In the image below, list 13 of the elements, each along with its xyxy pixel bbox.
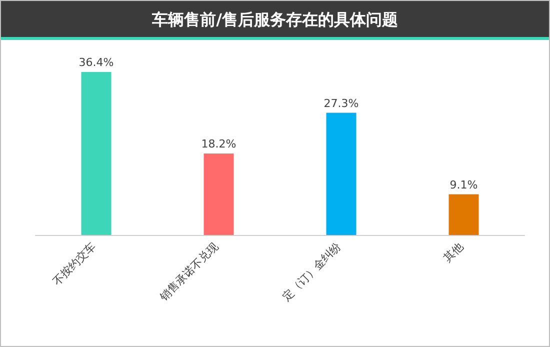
data-label: 9.1% [450, 178, 478, 192]
bar [448, 194, 479, 235]
x-tick-label: 不按约交车 [50, 240, 98, 288]
bar [81, 72, 112, 235]
data-label: 18.2% [201, 138, 236, 150]
x-tick-label: 其他 [441, 240, 466, 265]
chart-title: 车辆售前/售后服务存在的具体问题 [151, 10, 398, 29]
bar [326, 112, 356, 235]
x-tick-label: 定（订）金纠纷 [280, 240, 344, 304]
bar [204, 154, 234, 235]
x-tick-label: 销售承诺不兑现 [156, 240, 221, 304]
data-label: 36.4% [78, 56, 114, 69]
data-label: 27.3% [324, 96, 359, 110]
